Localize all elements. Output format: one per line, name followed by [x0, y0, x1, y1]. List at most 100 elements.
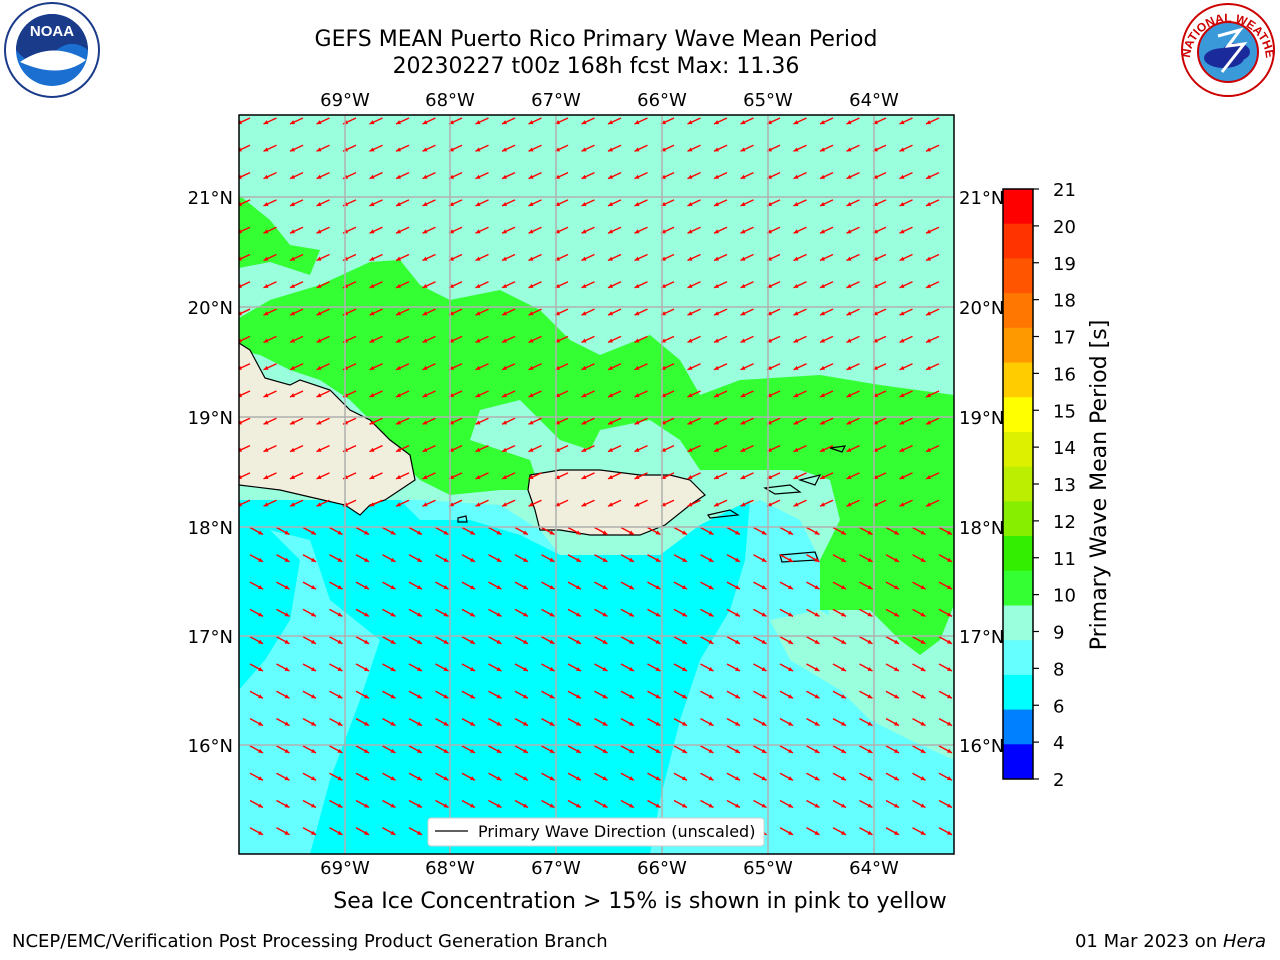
wave-arrow	[528, 363, 542, 371]
wave-arrow	[819, 117, 834, 125]
wave-arrow	[435, 690, 449, 699]
wave-arrow	[846, 253, 860, 262]
wave-arrow	[819, 390, 834, 398]
wave-arrow	[899, 444, 913, 453]
wave-arrow	[475, 117, 489, 125]
wave-arrow	[567, 663, 582, 672]
wave-arrow	[859, 636, 873, 645]
colorbar-segment	[1003, 397, 1033, 433]
lon-tick-label: 65°W	[743, 858, 793, 879]
wave-arrow	[634, 199, 648, 207]
wave-arrow	[514, 663, 529, 672]
wave-arrow	[422, 417, 436, 425]
wave-arrow	[793, 117, 807, 125]
wave-arrow	[607, 171, 622, 180]
wave-arrow	[289, 144, 304, 152]
wave-arrow	[395, 171, 410, 180]
wave-arrow	[634, 390, 648, 398]
wave-arrow	[541, 554, 555, 563]
wave-arrow	[276, 717, 290, 727]
wave-arrow	[912, 554, 926, 563]
wave-arrow	[263, 363, 277, 371]
wave-arrow	[369, 117, 383, 125]
wave-arrow	[779, 608, 794, 618]
wave-arrow	[567, 608, 582, 618]
wave-arrow	[938, 526, 953, 536]
wave-arrow	[938, 745, 953, 754]
wave-arrow	[673, 717, 688, 727]
wave-arrow	[276, 608, 290, 618]
wave-arrow	[753, 663, 767, 672]
wave-arrow	[925, 363, 940, 371]
wave-arrow	[488, 526, 502, 536]
lon-tick-label: 69°W	[320, 858, 370, 879]
wave-arrow	[899, 253, 913, 262]
colorbar-tick-label: 8	[1053, 659, 1064, 680]
wave-arrow	[753, 745, 767, 754]
wave-arrow	[779, 581, 794, 590]
lon-tick-label: 68°W	[425, 858, 475, 879]
wave-arrow	[912, 799, 926, 809]
wave-arrow	[673, 608, 688, 618]
wave-arrow	[435, 745, 449, 754]
wave-arrow	[461, 772, 476, 781]
wave-arrow	[620, 745, 635, 754]
wave-arrow	[687, 335, 701, 344]
wave-arrow	[316, 171, 330, 180]
wave-arrow	[899, 199, 913, 207]
wave-arrow	[700, 690, 714, 699]
wave-arrow	[885, 690, 900, 699]
wave-arrow	[899, 363, 913, 371]
wave-arrow	[859, 717, 873, 727]
wave-arrow	[567, 799, 582, 809]
wave-arrow	[713, 253, 728, 262]
wave-arrow	[408, 608, 423, 618]
wave-arrow	[700, 581, 714, 590]
wave-arrow	[369, 417, 383, 425]
wave-arrow	[846, 171, 860, 180]
wave-arrow	[302, 526, 317, 536]
wave-arrow	[435, 799, 449, 809]
wave-arrow	[475, 281, 489, 289]
lon-tick-labels-bottom: 69°W 68°W 67°W 66°W 65°W 64°W	[320, 858, 899, 879]
wave-arrow	[422, 226, 436, 234]
wave-arrow	[329, 608, 343, 618]
wave-arrow	[793, 226, 807, 234]
wave-arrow	[249, 799, 264, 809]
lat-tick-label: 16°N	[188, 736, 233, 757]
wave-arrow	[806, 827, 820, 836]
wave-arrow	[594, 690, 608, 699]
wave-arrow	[753, 717, 767, 727]
wave-arrow	[488, 663, 502, 672]
wave-arrow	[620, 799, 635, 809]
wave-arrow	[488, 799, 502, 809]
wave-arrow	[488, 608, 502, 618]
wave-arrow	[316, 499, 330, 507]
wave-arrow	[528, 281, 542, 289]
wave-arrow	[316, 117, 330, 125]
wave-arrow	[634, 417, 648, 425]
wave-arrow	[369, 253, 383, 262]
map-plot-area	[239, 115, 954, 854]
wave-arrow	[726, 636, 741, 645]
wave-arrow	[647, 663, 661, 672]
wave-arrow	[713, 363, 728, 371]
wave-arrow	[329, 799, 343, 809]
wave-arrow	[607, 253, 622, 262]
wave-arrow	[700, 663, 714, 672]
wave-arrow	[859, 526, 873, 536]
wave-arrow	[885, 745, 900, 754]
colorbar-label: Primary Wave Mean Period [s]	[1087, 320, 1112, 651]
wave-arrow	[634, 444, 648, 453]
wave-arrow	[355, 636, 370, 645]
wave-arrow	[806, 636, 820, 645]
wave-arrow	[249, 827, 264, 836]
wave-arrow	[647, 717, 661, 727]
colorbar-segment	[1003, 674, 1033, 711]
wave-arrow	[302, 772, 317, 781]
wave-arrow	[885, 554, 900, 563]
wave-arrow	[276, 745, 290, 754]
wave-arrow	[938, 636, 953, 645]
wave-arrow	[793, 144, 807, 152]
lat-tick-label: 18°N	[188, 518, 233, 539]
